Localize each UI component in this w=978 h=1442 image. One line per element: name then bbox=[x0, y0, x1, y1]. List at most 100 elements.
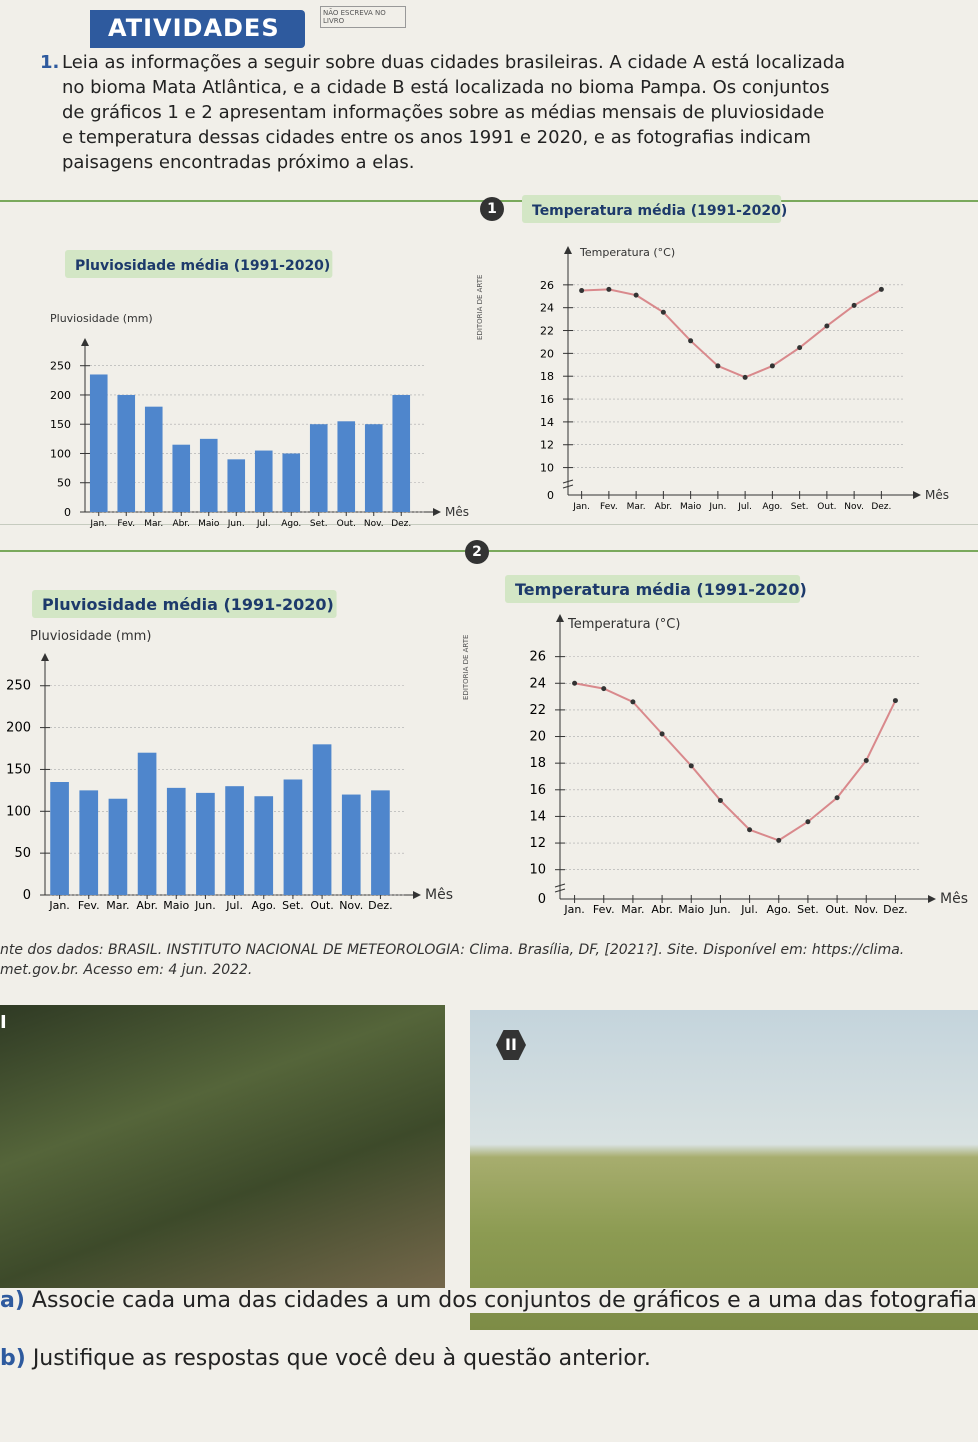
x-tick-label: Jan. bbox=[563, 903, 584, 916]
x-tick-label: Set. bbox=[797, 903, 819, 916]
question-number: 1. bbox=[40, 52, 60, 73]
source: met.gov.br. Acesso em: 4 jun. 2022. bbox=[0, 962, 253, 978]
x-tick-label: Fev. bbox=[593, 903, 615, 916]
axis-break bbox=[562, 479, 574, 489]
bar bbox=[309, 424, 328, 512]
point bbox=[776, 837, 782, 843]
point bbox=[659, 731, 665, 737]
y-tick-label: 14 bbox=[529, 809, 546, 824]
x-arrow bbox=[913, 491, 921, 499]
question-line: Leia as informações a seguir sobre duas … bbox=[62, 52, 846, 73]
question-text: Leia as informações a seguir sobre duas … bbox=[62, 50, 845, 175]
point bbox=[579, 288, 585, 294]
header-band bbox=[90, 10, 305, 48]
y-tick-label: 24 bbox=[529, 676, 546, 691]
x-tick-label: Set. bbox=[282, 899, 304, 912]
item-text: Justifique as respostas que você deu à q… bbox=[32, 1346, 651, 1371]
x-axis-label: Mês bbox=[940, 891, 968, 907]
y-tick-label: 12 bbox=[540, 439, 554, 452]
title-box bbox=[65, 250, 333, 278]
x-tick-label: Dez. bbox=[368, 899, 393, 912]
x-tick-label: Abr. bbox=[172, 519, 190, 529]
y-tick-label: 150 bbox=[50, 418, 71, 431]
x-arrow bbox=[413, 891, 421, 899]
y-axis-label: Temperatura (°C) bbox=[567, 617, 680, 632]
y-tick-label: 14 bbox=[540, 416, 554, 429]
x-arrow bbox=[433, 508, 441, 516]
charts: Pluviosidade média (1991-2020) Pluviosida… bbox=[6, 195, 968, 916]
y-axis-label: Pluviosidade (mm) bbox=[30, 629, 151, 644]
y-tick-label: 10 bbox=[529, 863, 546, 878]
x-tick-label: Abr. bbox=[136, 899, 158, 912]
x-axis-label: Mês bbox=[925, 488, 949, 502]
y-tick-label: 10 bbox=[540, 462, 554, 475]
bar bbox=[108, 798, 128, 895]
x-tick-label: Out. bbox=[817, 502, 836, 512]
bar bbox=[364, 424, 383, 512]
item-letter: b) bbox=[0, 1346, 26, 1371]
item: a) Associe cada uma das cidades a um dos… bbox=[0, 1288, 978, 1313]
x-tick-label: Nov. bbox=[364, 519, 384, 529]
point bbox=[688, 763, 694, 769]
x-tick-label: Jul. bbox=[737, 502, 752, 512]
bar bbox=[254, 450, 273, 512]
bar bbox=[312, 744, 332, 895]
point bbox=[630, 699, 636, 705]
item-text: Associe cada uma das cidades a um dos co… bbox=[31, 1288, 978, 1313]
bar bbox=[341, 794, 361, 895]
x-tick-label: Set. bbox=[310, 519, 328, 529]
title-box bbox=[522, 195, 782, 223]
bar bbox=[282, 453, 301, 512]
point bbox=[717, 797, 723, 803]
y-tick-label: 250 bbox=[6, 679, 31, 694]
y-tick-label: 150 bbox=[6, 762, 31, 777]
bar bbox=[392, 394, 411, 512]
y-tick-label: 16 bbox=[529, 783, 546, 798]
bar bbox=[196, 792, 215, 895]
bar bbox=[79, 790, 99, 895]
y-tick-label: 200 bbox=[50, 389, 71, 402]
chart-title: Temperatura média (1991-2020) bbox=[515, 580, 807, 599]
item-letter: a) bbox=[0, 1288, 25, 1313]
y-arrow bbox=[81, 338, 89, 346]
group-label: 1 bbox=[480, 197, 504, 221]
chart-title: Temperatura média (1991-2020) bbox=[532, 203, 787, 219]
y-tick-label: 18 bbox=[540, 370, 554, 383]
y-tick-label: 18 bbox=[529, 756, 546, 771]
bar bbox=[137, 752, 157, 895]
y-tick-label: 22 bbox=[529, 703, 546, 718]
bar bbox=[225, 786, 244, 895]
x-tick-label: Mar. bbox=[627, 502, 646, 512]
point bbox=[851, 302, 857, 308]
x-tick-label: Maio bbox=[678, 903, 704, 916]
title-box bbox=[505, 575, 801, 603]
x-tick-label: Ago. bbox=[281, 519, 301, 529]
y-tick-label: 100 bbox=[6, 804, 31, 819]
x-tick-label: Abr. bbox=[651, 903, 673, 916]
point bbox=[660, 309, 666, 315]
point bbox=[805, 819, 811, 825]
bar bbox=[172, 444, 191, 512]
group-label: 2 bbox=[465, 540, 489, 564]
group-frame bbox=[0, 550, 978, 932]
x-tick-label: Jul. bbox=[225, 899, 243, 912]
y-tick-label: 50 bbox=[57, 477, 71, 490]
point bbox=[834, 795, 840, 801]
y-tick-label: 12 bbox=[529, 836, 546, 851]
x-tick-label: Jul. bbox=[740, 903, 758, 916]
line bbox=[581, 288, 882, 379]
x-tick-label: Fev. bbox=[78, 899, 100, 912]
axis-break bbox=[554, 883, 566, 893]
x-tick-label: Jun. bbox=[709, 903, 731, 916]
y-tick-label: 50 bbox=[14, 846, 31, 861]
photo-label: I bbox=[0, 1012, 7, 1033]
point bbox=[742, 374, 748, 380]
line bbox=[574, 682, 897, 842]
y-arrow bbox=[41, 653, 49, 661]
x-tick-label: Abr. bbox=[655, 502, 673, 512]
x-tick-label: Ago. bbox=[762, 502, 782, 512]
x-tick-label: Out. bbox=[825, 903, 848, 916]
y-tick-label: 26 bbox=[540, 279, 554, 292]
title-box bbox=[32, 590, 337, 618]
point bbox=[797, 345, 803, 351]
